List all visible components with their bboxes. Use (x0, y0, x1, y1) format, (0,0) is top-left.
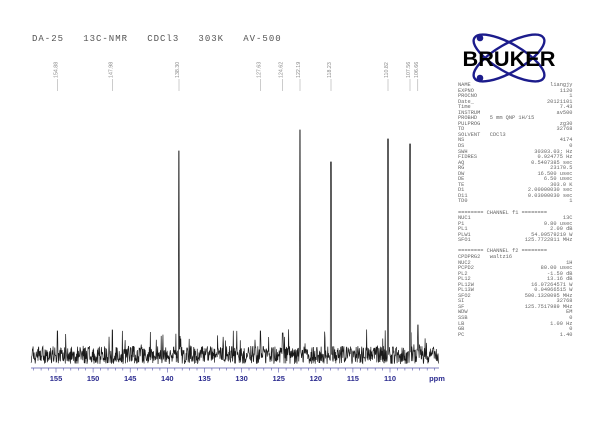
svg-text:118.23: 118.23 (327, 62, 333, 78)
svg-text:138.30: 138.30 (175, 62, 181, 78)
svg-text:140: 140 (161, 374, 174, 383)
svg-text:107.56: 107.56 (406, 62, 412, 78)
svg-text:127.63: 127.63 (256, 62, 262, 78)
svg-text:124.62: 124.62 (279, 62, 285, 78)
svg-text:106.66: 106.66 (414, 62, 420, 78)
svg-text:110.82: 110.82 (384, 62, 390, 78)
svg-text:125: 125 (272, 374, 285, 383)
svg-text:150: 150 (87, 374, 100, 383)
svg-text:130: 130 (235, 374, 248, 383)
svg-text:110: 110 (384, 374, 396, 383)
svg-text:122.19: 122.19 (296, 62, 302, 78)
svg-text:BRUKER: BRUKER (463, 48, 556, 71)
svg-text:120: 120 (310, 374, 323, 383)
svg-text:154.88: 154.88 (54, 62, 60, 78)
svg-text:155: 155 (50, 374, 63, 383)
svg-text:135: 135 (198, 374, 211, 383)
svg-text:ppm: ppm (429, 374, 445, 383)
svg-text:115: 115 (347, 374, 359, 383)
svg-text:147.98: 147.98 (109, 62, 115, 78)
svg-text:145: 145 (124, 374, 137, 383)
